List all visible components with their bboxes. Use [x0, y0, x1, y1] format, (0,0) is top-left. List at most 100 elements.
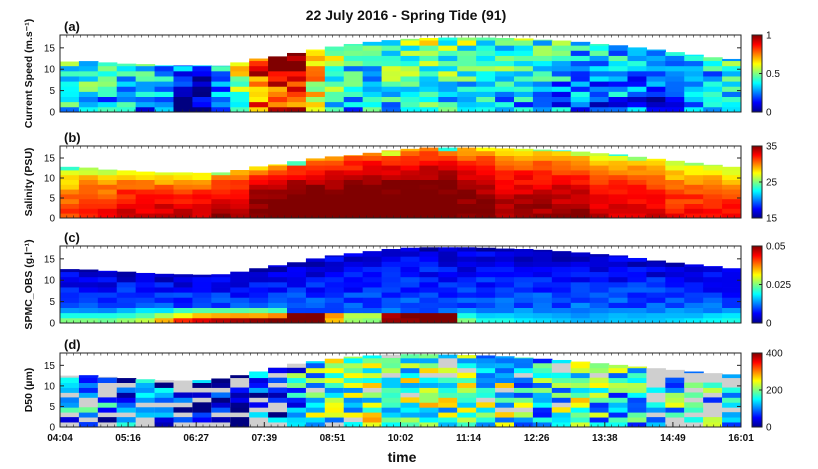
- data-cell: [438, 40, 458, 46]
- data-cell: [476, 203, 496, 209]
- data-cell: [343, 362, 364, 369]
- data-cell: [608, 397, 629, 403]
- data-cell: [343, 397, 364, 403]
- data-cell: [589, 43, 610, 46]
- data-cell: [608, 96, 629, 103]
- data-cell: [381, 251, 402, 257]
- data-cell: [589, 174, 610, 180]
- data-cell: [381, 312, 402, 319]
- data-cell: [438, 266, 458, 273]
- data-cell: [287, 194, 307, 200]
- data-cell: [116, 203, 137, 209]
- data-cell: [324, 392, 345, 398]
- data-cell: [532, 198, 553, 204]
- data-cell: [703, 397, 723, 403]
- data-cell: [608, 55, 629, 62]
- data-cell: [268, 65, 288, 72]
- data-cell: [173, 101, 194, 108]
- data-cell: [495, 412, 515, 418]
- data-cell: [419, 417, 439, 423]
- data-cell: [324, 170, 345, 176]
- data-cell: [570, 402, 591, 408]
- data-cell: [589, 184, 610, 190]
- data-cell: [211, 307, 231, 314]
- data-cell: [665, 213, 685, 218]
- data-cell: [495, 422, 515, 427]
- data-cell: [135, 382, 156, 388]
- data-cell: [476, 208, 496, 214]
- data-cell: [532, 96, 553, 103]
- data-cell: [419, 392, 439, 398]
- data-cell: [684, 96, 704, 103]
- x-tick-label: 12:26: [524, 433, 550, 444]
- data-cell: [97, 417, 118, 423]
- data-cell: [703, 101, 723, 108]
- data-cell: [97, 76, 118, 82]
- data-cell: [665, 292, 685, 298]
- data-cell: [116, 198, 137, 204]
- data-cell: [305, 397, 326, 403]
- data-cell: [154, 422, 175, 427]
- data-cell: [419, 251, 439, 257]
- data-cell: [665, 382, 685, 388]
- data-cell: [608, 91, 629, 97]
- data-cell: [343, 179, 364, 185]
- data-cell: [268, 174, 288, 180]
- data-cell: [78, 194, 99, 200]
- data-cell: [476, 179, 496, 185]
- data-cell: [570, 387, 591, 393]
- data-cell: [362, 194, 383, 200]
- data-cell: [665, 55, 685, 62]
- data-cell: [703, 382, 723, 388]
- data-cell: [192, 213, 212, 218]
- data-cell: [381, 76, 402, 82]
- data-cell: [400, 170, 421, 176]
- data-cell: [438, 208, 458, 214]
- data-cell: [684, 392, 704, 398]
- data-cell: [324, 194, 345, 200]
- data-cell: [438, 402, 458, 408]
- data-cell: [419, 307, 439, 314]
- data-cell: [627, 377, 648, 383]
- data-cell: [419, 174, 439, 180]
- data-cell: [154, 307, 175, 314]
- data-cell: [78, 76, 99, 82]
- data-cell: [78, 297, 99, 303]
- data-cell: [249, 96, 269, 103]
- data-cell: [154, 76, 175, 82]
- y-axis-label-b: Salinity (PSU): [23, 148, 35, 217]
- data-cell: [627, 174, 648, 180]
- data-cell: [60, 106, 80, 112]
- data-cell: [665, 276, 685, 283]
- data-cell: [438, 247, 458, 252]
- data-cell: [343, 194, 364, 200]
- data-cell: [589, 382, 610, 388]
- data-cell: [362, 302, 383, 308]
- data-cell: [192, 317, 212, 323]
- data-cell: [627, 402, 648, 408]
- data-cell: [60, 198, 80, 204]
- data-cell: [608, 45, 629, 51]
- data-cell: [589, 50, 610, 56]
- data-cell: [400, 292, 421, 298]
- data-cell: [514, 248, 534, 252]
- data-cell: [154, 412, 175, 418]
- data-cell: [400, 372, 421, 379]
- data-cell: [60, 407, 80, 413]
- data-cell: [703, 203, 723, 209]
- data-cell: [514, 179, 534, 185]
- data-cell: [495, 251, 515, 257]
- data-cell: [665, 377, 685, 383]
- data-cell: [570, 422, 591, 427]
- data-cell: [60, 402, 80, 408]
- data-cell: [703, 417, 723, 423]
- data-cell: [211, 213, 231, 218]
- data-cell: [78, 91, 99, 97]
- data-cell: [362, 91, 383, 97]
- data-cell: [324, 377, 345, 383]
- data-cell: [400, 287, 421, 293]
- data-cell: [532, 276, 553, 283]
- data-cell: [589, 165, 610, 171]
- data-cell: [211, 106, 231, 112]
- data-cell: [495, 292, 515, 298]
